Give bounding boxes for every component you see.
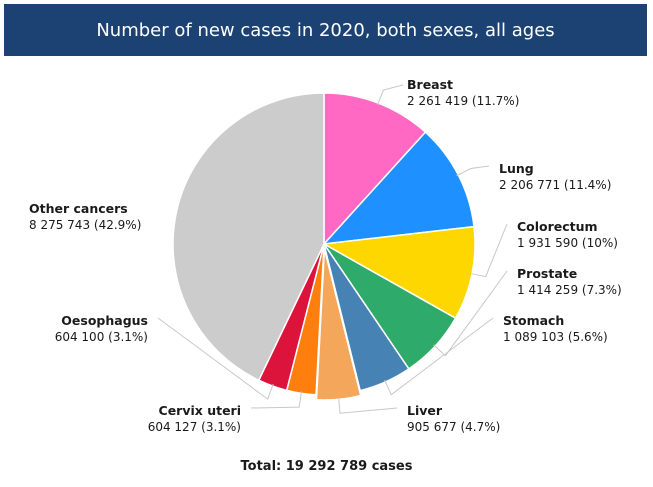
slice-label-value: 2 261 419 (11.7%) [407, 94, 519, 108]
leader-lines-layer [157, 84, 508, 414]
slice-label-name: Stomach [503, 313, 564, 328]
slice-label-name: Cervix uteri [159, 403, 241, 418]
leader-line [469, 223, 508, 278]
leader-line [338, 397, 398, 414]
slice-label-name: Lung [499, 161, 534, 176]
leader-line [250, 391, 303, 409]
slice-label-value: 1 931 590 (10%) [517, 236, 618, 250]
chart-title-bar: Number of new cases in 2020, both sexes,… [4, 4, 647, 56]
slice-label-name: Oesophagus [61, 313, 148, 328]
leader-line [377, 84, 404, 106]
slice-label-value: 604 127 (3.1%) [148, 420, 241, 434]
slice-label-value: 8 275 743 (42.9%) [29, 218, 141, 232]
slices-layer [172, 92, 476, 401]
leader-line [384, 317, 494, 396]
slice-label-name: Other cancers [29, 201, 128, 216]
chart-title: Number of new cases in 2020, both sexes,… [96, 19, 555, 41]
leader-line [433, 270, 508, 357]
slice-label-value: 2 206 771 (11.4%) [499, 178, 611, 192]
pie-slice-other-cancers[interactable] [172, 92, 325, 382]
slice-label-value: 905 677 (4.7%) [407, 420, 500, 434]
total-cases: Total: 19 292 789 cases [240, 459, 413, 474]
slice-label-value: 604 100 (3.1%) [55, 330, 148, 344]
slice-label-name: Liver [407, 403, 443, 418]
leader-line [456, 165, 490, 177]
leader-line [157, 317, 274, 400]
slice-label-name: Prostate [517, 266, 577, 281]
slice-label-name: Breast [407, 77, 453, 92]
labels-layer: Breast 2 261 419 (11.7%) Lung 2 206 771 (11… [29, 77, 622, 434]
slice-label-value: 1 414 259 (7.3%) [517, 283, 622, 297]
slice-label-name: Colorectum [517, 219, 598, 234]
slice-label-value: 1 089 103 (5.6%) [503, 330, 608, 344]
